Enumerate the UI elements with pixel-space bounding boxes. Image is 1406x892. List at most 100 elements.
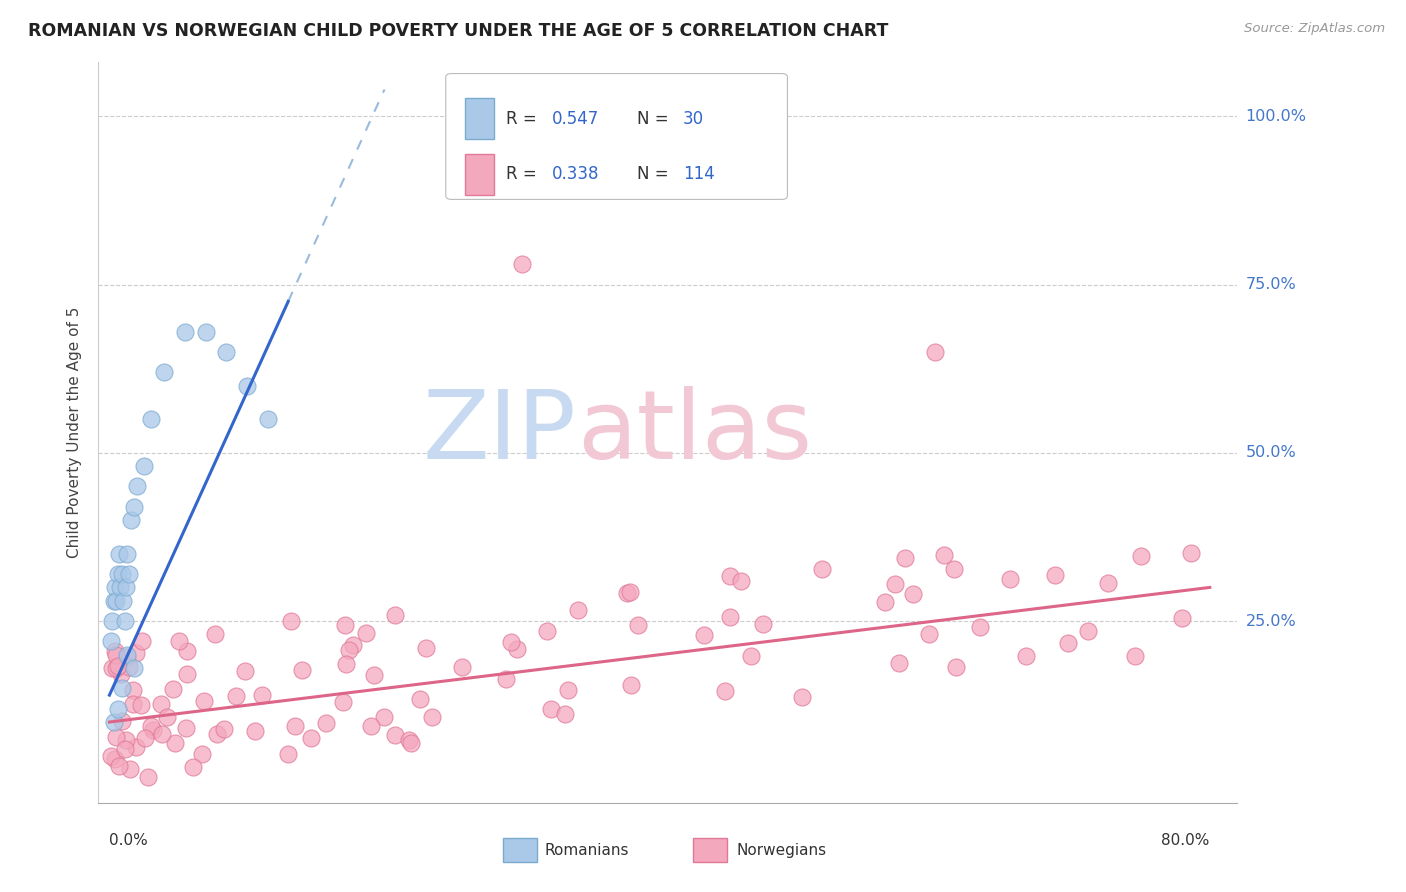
Point (131, 634, 153, 648)
Point (752, 617, 775, 632)
Point (103, 594, 125, 608)
Point (174, 325, 197, 339)
Point (1057, 635, 1080, 649)
Point (243, 723, 266, 738)
Point (740, 648, 762, 663)
Point (163, 736, 186, 750)
Point (536, 624, 558, 639)
Point (117, 547, 139, 561)
Point (399, 736, 422, 750)
Point (101, 614, 124, 628)
Point (129, 698, 152, 713)
Text: 114: 114 (683, 165, 714, 184)
Text: 0.338: 0.338 (551, 165, 599, 184)
Point (501, 635, 523, 649)
Point (360, 719, 382, 733)
Point (111, 714, 134, 728)
Point (901, 586, 924, 600)
Text: ZIP: ZIP (423, 386, 576, 479)
Point (887, 656, 910, 670)
Point (495, 673, 517, 687)
Point (125, 479, 148, 493)
Point (718, 569, 741, 583)
Point (108, 547, 131, 561)
Point (190, 747, 212, 762)
Point (104, 581, 127, 595)
Point (620, 677, 643, 691)
Point (1130, 549, 1153, 563)
Text: 30: 30 (683, 110, 704, 128)
Point (205, 727, 228, 741)
Point (100, 634, 122, 648)
Text: atlas: atlas (576, 386, 811, 479)
Point (718, 610, 741, 624)
Point (150, 726, 173, 740)
Point (277, 747, 299, 761)
Point (291, 663, 314, 677)
Point (118, 762, 141, 776)
Text: 50.0%: 50.0% (1246, 445, 1296, 460)
Point (132, 459, 155, 474)
Point (124, 740, 146, 755)
Point (945, 660, 967, 674)
Point (333, 618, 356, 632)
Point (193, 694, 215, 708)
Point (107, 701, 129, 715)
Text: N =: N = (637, 165, 673, 184)
FancyBboxPatch shape (446, 73, 787, 200)
Point (183, 760, 205, 774)
Point (398, 733, 420, 747)
Point (883, 577, 905, 591)
Point (122, 661, 145, 675)
Point (619, 584, 641, 599)
Point (792, 690, 814, 704)
Point (943, 562, 966, 576)
Point (627, 617, 650, 632)
Text: 0.547: 0.547 (551, 110, 599, 128)
Point (1180, 545, 1202, 559)
Point (115, 650, 138, 665)
Point (299, 731, 322, 745)
Point (115, 581, 138, 595)
Point (107, 659, 129, 673)
Text: R =: R = (506, 110, 543, 128)
Point (384, 728, 406, 742)
Point (540, 702, 562, 716)
Point (156, 709, 179, 723)
Point (969, 620, 991, 634)
Point (105, 660, 128, 674)
Text: Romanians: Romanians (546, 843, 630, 858)
Text: ROMANIAN VS NORWEGIAN CHILD POVERTY UNDER THE AGE OF 5 CORRELATION CHART: ROMANIAN VS NORWEGIAN CHILD POVERTY UNDE… (28, 22, 889, 40)
Point (107, 759, 129, 773)
Point (363, 667, 385, 681)
FancyBboxPatch shape (503, 838, 537, 862)
Point (215, 344, 238, 359)
Point (616, 585, 638, 599)
Point (415, 641, 437, 656)
Point (204, 626, 226, 640)
FancyBboxPatch shape (465, 98, 494, 139)
Point (118, 659, 141, 673)
Point (894, 551, 917, 566)
Point (100, 749, 122, 764)
Point (104, 752, 127, 766)
Point (811, 562, 834, 576)
Point (122, 500, 145, 514)
Point (713, 684, 735, 698)
Point (332, 695, 354, 709)
Point (1015, 649, 1038, 664)
FancyBboxPatch shape (693, 838, 727, 862)
Text: R =: R = (506, 165, 543, 184)
Point (120, 513, 142, 527)
Text: N =: N = (637, 110, 673, 128)
Y-axis label: Child Poverty Under the Age of 5: Child Poverty Under the Age of 5 (67, 307, 83, 558)
Point (118, 566, 141, 581)
Point (103, 714, 125, 729)
Point (153, 365, 176, 379)
Point (918, 627, 941, 641)
Point (924, 344, 946, 359)
Point (1123, 649, 1146, 664)
Point (1043, 567, 1066, 582)
Text: Norwegians: Norwegians (737, 843, 827, 858)
Point (693, 628, 716, 642)
